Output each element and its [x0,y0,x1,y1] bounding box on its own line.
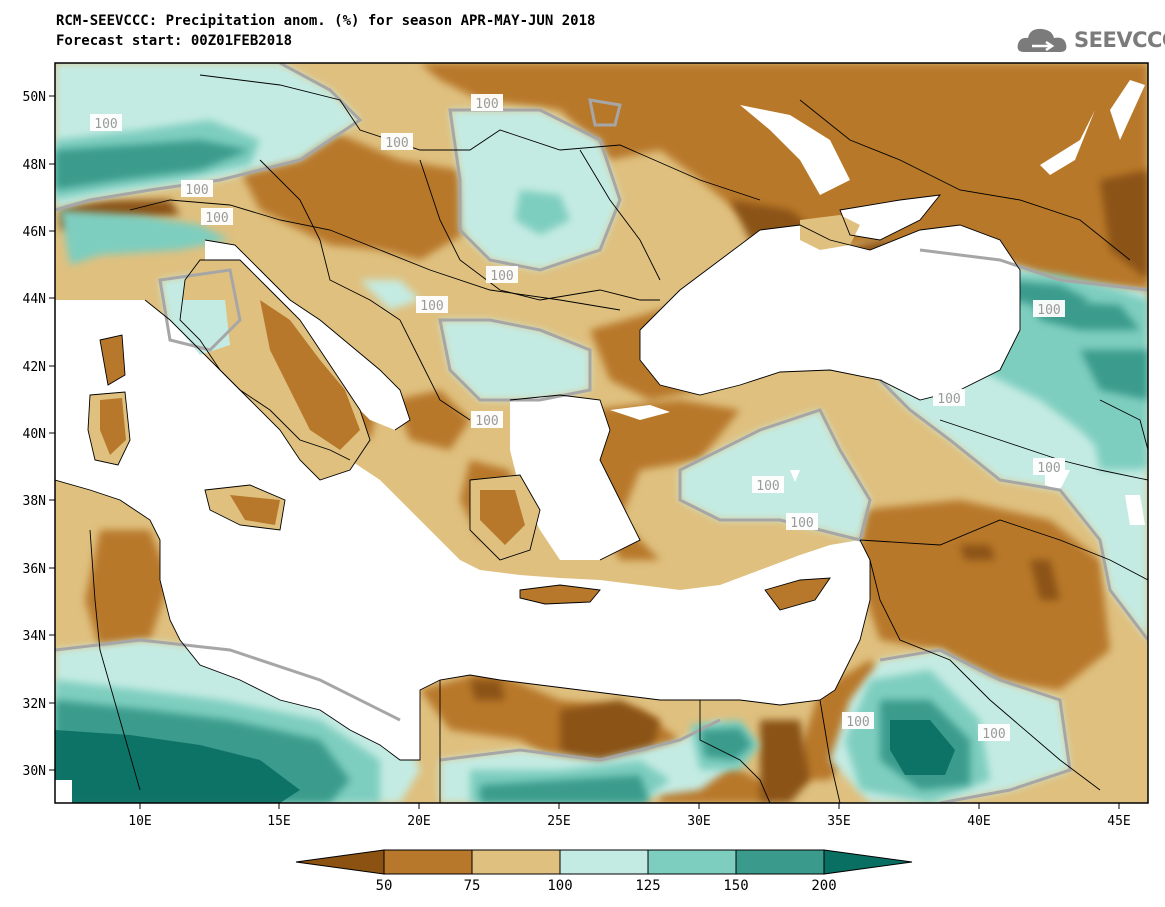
svg-text:100: 100 [475,97,498,112]
contour-label: 100 [842,712,874,730]
colorbar-label: 150 [723,878,748,894]
crimea [800,215,860,250]
colorbar-label: 50 [376,878,393,894]
lat-tick-label: 48N [23,158,46,173]
anomaly-very-wet-zones [55,720,955,803]
colorbar-under-arrow [295,849,385,875]
lon-tick-label: 40E [967,814,990,829]
lon-tick-label: 45E [1107,814,1130,829]
logo-text: SEEVCCC [1074,28,1165,52]
svg-text:100: 100 [1037,461,1060,476]
contour-label: 100 [933,389,965,407]
svg-text:100: 100 [982,727,1005,742]
contour-label: 100 [978,724,1010,742]
contour-label: 100 [1033,458,1065,476]
colorbar: 50 75 100 125 150 200 [295,849,913,894]
svg-text:100: 100 [385,136,408,151]
svg-text:100: 100 [490,269,513,284]
colorbar-swatch [735,849,825,875]
svg-text:100: 100 [420,299,443,314]
cyprus [765,578,830,610]
colorbar-label: 75 [464,878,481,894]
lat-tick-label: 40N [23,427,46,442]
colorbar-label: 100 [547,878,572,894]
lat-tick-label: 32N [23,697,46,712]
svg-text:100: 100 [205,211,228,226]
contour-label: 100 [752,476,784,494]
contour-label: 100 [786,513,818,531]
peloponnese-dry [480,490,525,545]
colorbar-label: 200 [811,878,836,894]
svg-text:100: 100 [94,117,117,132]
colorbar-label: 125 [635,878,660,894]
black-sea [640,225,1020,400]
contour-label: 100 [90,114,122,132]
lon-tick-label: 20E [407,814,430,829]
map-title: RCM-SEEVCCC: Precipitation anom. (%) for… [56,13,596,29]
contour-label: 100 [486,266,518,284]
lon-tick-label: 10E [128,814,151,829]
contour-label: 100 [201,208,233,226]
lat-tick-label: 50N [23,90,46,105]
coastlines-and-borders [55,74,1148,803]
contour-label: 100 [181,180,213,198]
colorbar-swatch [383,849,473,875]
lat-tick-label: 46N [23,225,46,240]
lat-tick-label: 36N [23,562,46,577]
marmara-sea [610,405,670,420]
lat-tick-label: 38N [23,494,46,509]
svg-text:100: 100 [756,479,779,494]
longitude-axis: 10E 15E 20E 25E 30E 35E 40E 45E [128,803,1131,829]
forecast-start-label: Forecast start: 00Z01FEB2018 [56,33,293,49]
latitude-axis: 50N 48N 46N 44N 42N 40N 38N 36N 34N 32N 30N [23,90,55,779]
lat-tick-label: 42N [23,360,46,375]
lon-tick-label: 15E [267,814,290,829]
contour-100-lines [55,63,1148,803]
sardinia-dry [100,398,126,455]
lon-tick-label: 30E [687,814,710,829]
svg-text:100: 100 [846,715,869,730]
colorbar-swatch [647,849,737,875]
cloud-icon [1017,28,1067,52]
svg-text:100: 100 [790,516,813,531]
colorbar-over-arrow [823,849,913,875]
contour-label: 100 [416,296,448,314]
contour-label: 100 [381,133,413,151]
sicily-dry [230,495,280,525]
lat-tick-label: 34N [23,629,46,644]
lon-tick-label: 35E [827,814,850,829]
svg-text:100: 100 [937,392,960,407]
corsica [100,335,125,385]
colorbar-swatch [559,849,649,875]
colorbar-swatch [471,849,561,875]
italy-dry [260,300,360,450]
contour-label: 100 [471,411,503,429]
mediterranean-sea [55,300,870,760]
svg-text:100: 100 [475,414,498,429]
crete [520,585,600,604]
contour-label: 100 [1033,300,1065,318]
seevccc-logo: SEEVCCC [1016,24,1165,58]
lat-tick-label: 30N [23,764,46,779]
no-data-patches [55,80,1145,803]
contour-labels: 100 100 100 100 100 100 100 100 100 100 100 100 100 1… [90,94,1065,742]
map-plot-area [55,63,1148,803]
contour-label: 100 [471,94,503,112]
lat-tick-label: 44N [23,292,46,307]
svg-text:100: 100 [185,183,208,198]
lon-tick-label: 25E [547,814,570,829]
svg-text:100: 100 [1037,303,1060,318]
